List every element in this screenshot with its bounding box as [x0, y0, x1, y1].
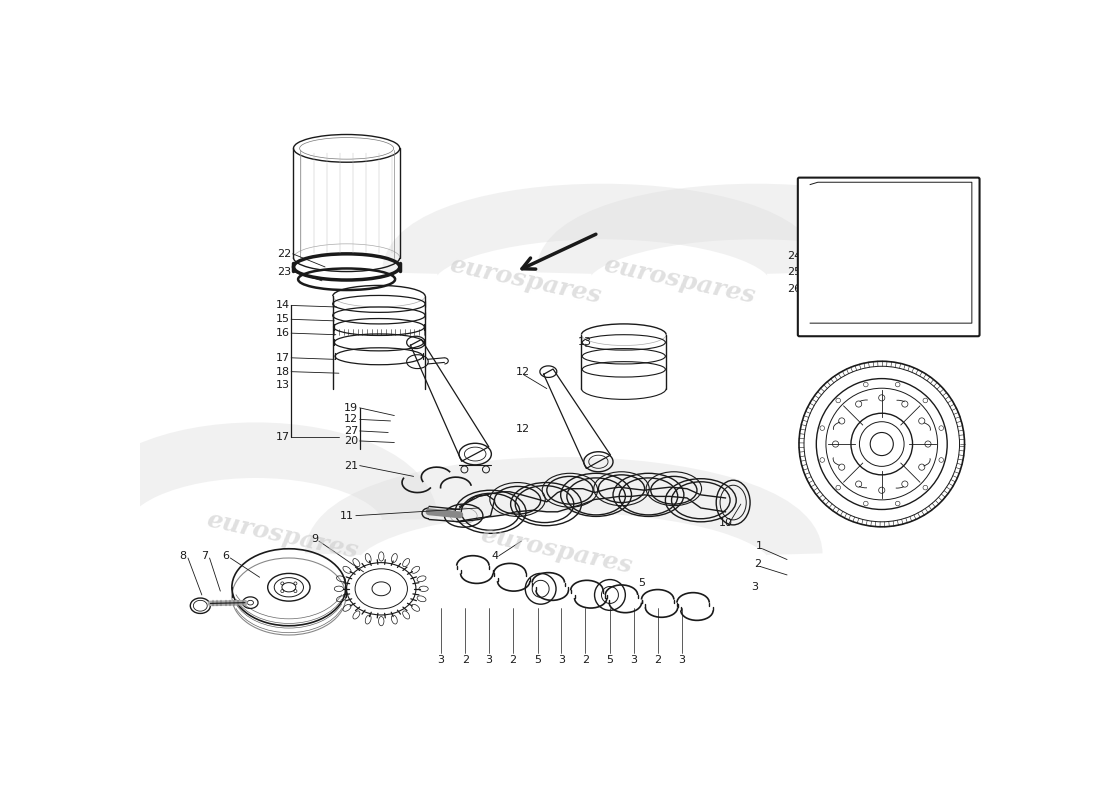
Text: 26: 26	[786, 283, 801, 294]
Text: 3: 3	[558, 654, 565, 665]
Text: 3: 3	[630, 654, 637, 665]
Text: 14: 14	[275, 301, 289, 310]
Text: 2: 2	[754, 559, 761, 569]
Text: 16: 16	[276, 328, 289, 338]
Text: 21: 21	[344, 461, 359, 470]
Text: 5: 5	[606, 654, 614, 665]
Text: eurospares: eurospares	[447, 253, 604, 309]
Text: 20: 20	[344, 436, 359, 446]
Text: 11: 11	[340, 510, 354, 521]
Text: 12: 12	[344, 414, 359, 424]
Text: 13: 13	[276, 380, 289, 390]
Text: 13: 13	[578, 338, 592, 347]
Text: 25: 25	[786, 266, 801, 277]
Text: 6: 6	[222, 551, 229, 562]
Text: 24: 24	[786, 251, 801, 261]
FancyBboxPatch shape	[798, 178, 980, 336]
Text: 4: 4	[492, 550, 498, 561]
Text: 7: 7	[201, 551, 208, 562]
Text: 3: 3	[437, 654, 444, 665]
Text: 3: 3	[751, 582, 759, 592]
Text: 19: 19	[344, 403, 359, 413]
Text: 3: 3	[485, 654, 493, 665]
Text: eurospares: eurospares	[477, 522, 635, 578]
Text: 17: 17	[275, 353, 289, 363]
Text: 5: 5	[535, 654, 541, 665]
Text: 17: 17	[275, 432, 289, 442]
Text: 2: 2	[582, 654, 588, 665]
Text: eurospares: eurospares	[601, 253, 758, 309]
Text: 9: 9	[311, 534, 318, 544]
Text: 22: 22	[277, 249, 292, 259]
Text: 2: 2	[509, 654, 517, 665]
Text: 12: 12	[516, 366, 530, 377]
Text: 27: 27	[344, 426, 359, 436]
Text: 1: 1	[757, 542, 763, 551]
Text: eurospares: eurospares	[205, 507, 361, 562]
Text: 8: 8	[179, 551, 186, 562]
Text: 10: 10	[719, 518, 734, 528]
Text: 18: 18	[275, 366, 289, 377]
Text: 15: 15	[276, 314, 289, 324]
Text: 2: 2	[462, 654, 469, 665]
Text: 3: 3	[678, 654, 685, 665]
Text: 23: 23	[277, 266, 292, 277]
Text: 2: 2	[654, 654, 661, 665]
Text: 5: 5	[638, 578, 646, 588]
Text: 12: 12	[516, 424, 530, 434]
